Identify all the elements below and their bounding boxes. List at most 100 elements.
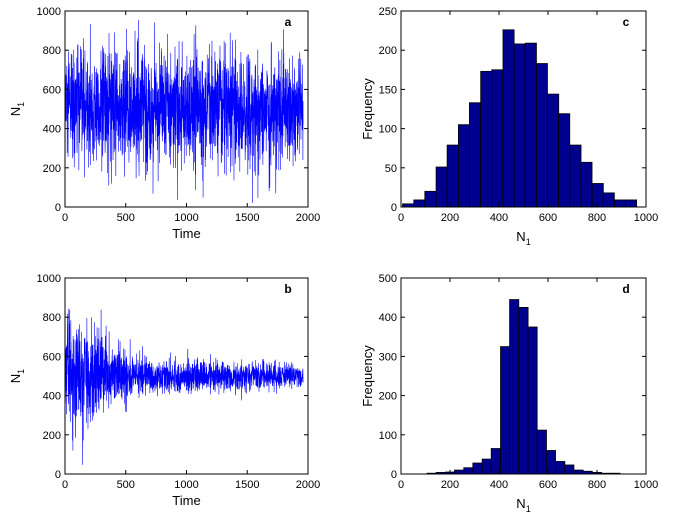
axes-frame	[400, 10, 647, 208]
panel-letter: c	[623, 15, 630, 29]
histogram-bar	[614, 199, 627, 208]
histogram-bar	[625, 199, 638, 208]
x-tick-label: 1000	[634, 212, 658, 224]
histogram-bar	[536, 429, 547, 475]
histogram-bar	[500, 346, 511, 475]
y-tick-label: 150	[379, 84, 397, 96]
x-tick-label: 500	[117, 212, 135, 224]
histogram-bar	[547, 93, 560, 208]
y-axis-label-subscript: 1	[16, 369, 26, 374]
histogram-bar	[580, 161, 593, 208]
histogram-bar	[509, 299, 520, 475]
histogram-bar	[480, 70, 493, 208]
x-tick-label: 0	[62, 479, 68, 491]
y-tick-label: 800	[43, 312, 61, 324]
histogram-bar	[602, 192, 615, 208]
series-line	[65, 19, 304, 203]
histogram-bar	[527, 326, 538, 475]
x-tick-label: 800	[588, 212, 606, 224]
x-axis-label: N1	[516, 496, 530, 514]
axes-frame	[64, 277, 309, 475]
histogram-bar	[564, 464, 575, 475]
y-tick-label: 50	[385, 163, 397, 175]
panel-c-histogram: 0 200 400 600 800 1000 0 50 100 150 200 250 c N1 Frequ…	[360, 6, 658, 247]
histogram-bar	[413, 199, 426, 208]
panel-letter: d	[622, 282, 629, 296]
histogram-bar	[457, 124, 470, 208]
y-tick-label: 0	[391, 469, 397, 481]
x-tick-label: 0	[398, 479, 404, 491]
histogram-bar	[569, 144, 582, 208]
x-tick-label: 1000	[174, 479, 198, 491]
x-tick-label: 1000	[174, 212, 198, 224]
y-tick-label: 0	[55, 469, 61, 481]
x-axis-label: Time	[172, 493, 200, 508]
y-axis-label: N1	[8, 369, 26, 383]
histogram-bar	[502, 29, 515, 208]
y-tick-label: 200	[379, 391, 397, 403]
histogram-bar	[463, 467, 474, 475]
x-tick-label: 200	[441, 212, 459, 224]
x-tick-label: 500	[117, 479, 135, 491]
x-tick-label: 2000	[296, 479, 320, 491]
x-axis-label-main: Time	[172, 493, 200, 508]
y-tick-label: 800	[43, 45, 61, 57]
x-tick-label: 200	[441, 479, 459, 491]
y-tick-label: 1000	[37, 6, 61, 18]
y-tick-label: 0	[55, 202, 61, 214]
histogram-bar	[446, 144, 459, 208]
x-tick-label: 800	[588, 479, 606, 491]
series-line	[65, 308, 304, 465]
x-tick-label: 600	[539, 479, 557, 491]
histogram-bar	[491, 69, 504, 208]
x-axis-label: N1	[516, 229, 530, 247]
histogram-bar	[469, 102, 481, 208]
axes-frame	[400, 277, 647, 475]
y-tick-label: 0	[391, 202, 397, 214]
y-tick-label: 400	[43, 124, 61, 136]
y-axis-label-main: N	[8, 107, 23, 116]
histogram-bar	[591, 183, 604, 208]
x-axis-label-subscript: 1	[526, 237, 531, 247]
histogram-bar	[424, 190, 437, 208]
histogram-bar	[518, 306, 529, 475]
y-tick-label: 400	[379, 312, 397, 324]
histogram-bar	[524, 42, 537, 208]
x-tick-label: 0	[398, 212, 404, 224]
y-tick-label: 500	[379, 273, 397, 285]
x-axis-label-main: N	[516, 496, 525, 511]
y-tick-label: 200	[43, 163, 61, 175]
y-tick-label: 100	[379, 430, 397, 442]
y-tick-label: 1000	[37, 273, 61, 285]
histogram-bar	[435, 166, 448, 208]
x-tick-label: 400	[490, 479, 508, 491]
histogram-bar	[535, 63, 548, 208]
y-tick-label: 600	[43, 351, 61, 363]
x-tick-label: 2000	[296, 212, 320, 224]
panel-letter: a	[285, 15, 292, 29]
x-axis-label: Time	[172, 226, 200, 241]
y-axis-label: N1	[8, 102, 26, 116]
y-axis-label: Frequency	[360, 345, 375, 407]
histogram-bar	[481, 458, 492, 475]
panel-d-histogram: 0 200 400 600 800 1000 0 100 200 300 400 500 d N1 Freq…	[360, 273, 658, 514]
panel-b-time-series: 0 500 1000 1500 2000 0 200 400 600 800 1000 b Time N1	[8, 273, 320, 508]
x-tick-label: 1500	[235, 479, 259, 491]
y-tick-label: 600	[43, 84, 61, 96]
x-tick-label: 600	[539, 212, 557, 224]
histogram-bar	[513, 43, 526, 208]
y-tick-label: 400	[43, 391, 61, 403]
histogram-bar	[555, 461, 566, 475]
y-tick-label: 200	[379, 45, 397, 57]
panel-letter: b	[284, 282, 291, 296]
histogram-bar	[573, 469, 584, 475]
y-tick-label: 100	[379, 124, 397, 136]
y-tick-label: 200	[43, 430, 61, 442]
x-tick-label: 0	[62, 212, 68, 224]
histogram-bar	[558, 113, 571, 208]
axes-frame	[64, 10, 309, 208]
x-tick-label: 1000	[634, 479, 658, 491]
y-axis-label-subscript: 1	[16, 102, 26, 107]
y-tick-label: 300	[379, 351, 397, 363]
